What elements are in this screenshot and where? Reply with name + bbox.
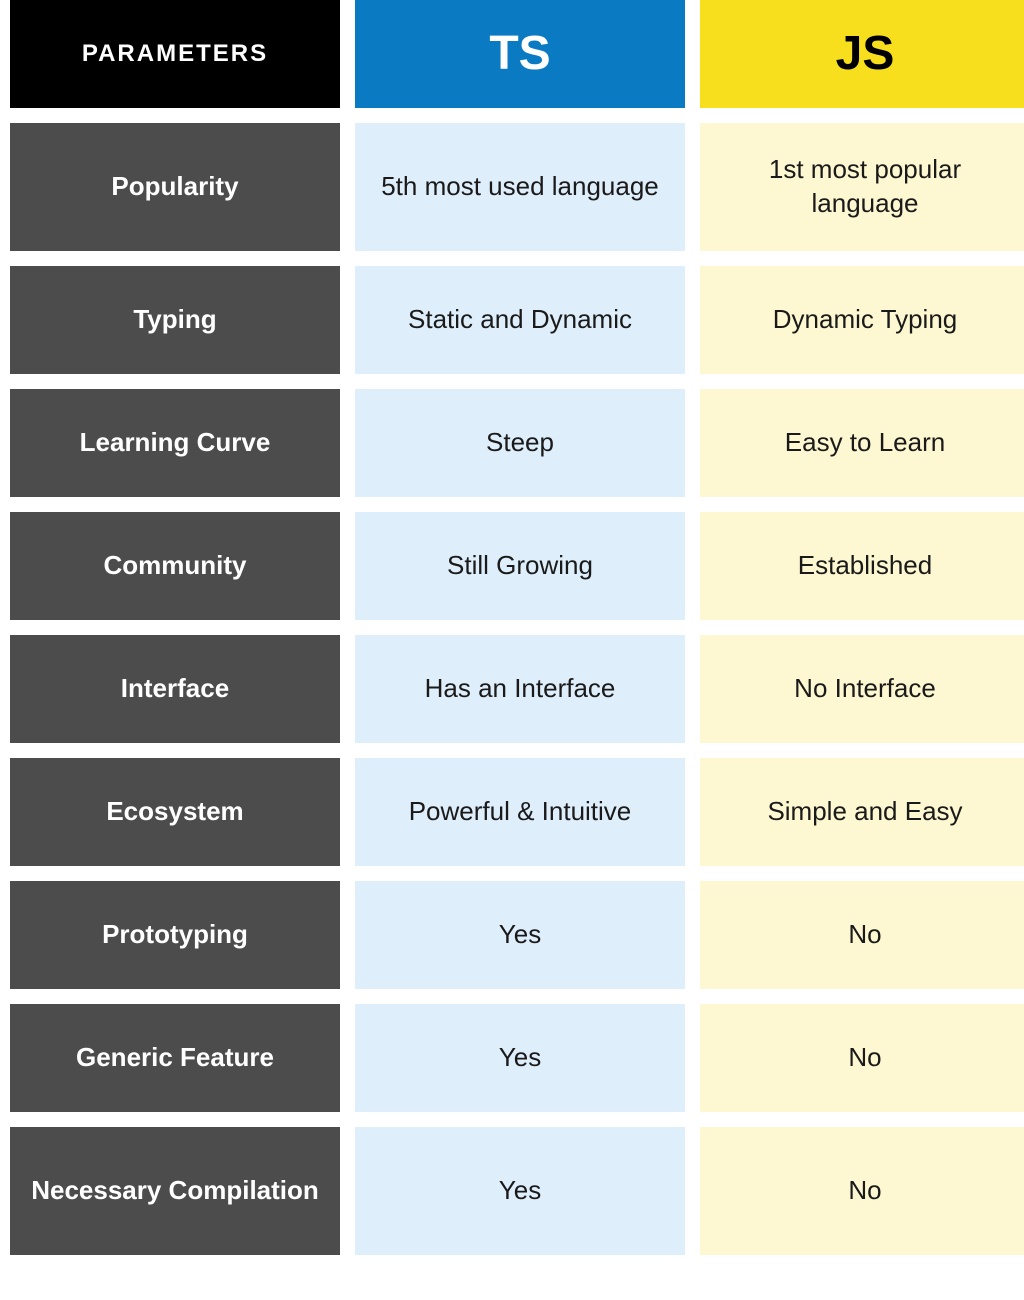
param-cell: Ecosystem [10,758,340,866]
header-ts: TS [355,0,685,108]
js-cell: No [700,1004,1024,1112]
ts-cell: Powerful & Intuitive [355,758,685,866]
ts-cell: Yes [355,1004,685,1112]
ts-cell: Yes [355,881,685,989]
param-cell: Learning Curve [10,389,340,497]
param-cell: Prototyping [10,881,340,989]
param-cell: Typing [10,266,340,374]
ts-cell: Steep [355,389,685,497]
js-cell: Simple and Easy [700,758,1024,866]
ts-cell: Static and Dynamic [355,266,685,374]
js-cell: No [700,1127,1024,1255]
comparison-table: PARAMETERS TS JS Popularity5th most used… [0,0,1024,1255]
param-cell: Necessary Compilation [10,1127,340,1255]
header-js: JS [700,0,1024,108]
ts-cell: Has an Interface [355,635,685,743]
js-cell: No Interface [700,635,1024,743]
param-cell: Generic Feature [10,1004,340,1112]
param-cell: Popularity [10,123,340,251]
js-cell: No [700,881,1024,989]
js-cell: Dynamic Typing [700,266,1024,374]
ts-cell: Yes [355,1127,685,1255]
js-cell: Easy to Learn [700,389,1024,497]
header-parameters: PARAMETERS [10,0,340,108]
js-cell: 1st most popular language [700,123,1024,251]
param-cell: Community [10,512,340,620]
ts-cell: 5th most used language [355,123,685,251]
js-cell: Established [700,512,1024,620]
ts-cell: Still Growing [355,512,685,620]
param-cell: Interface [10,635,340,743]
